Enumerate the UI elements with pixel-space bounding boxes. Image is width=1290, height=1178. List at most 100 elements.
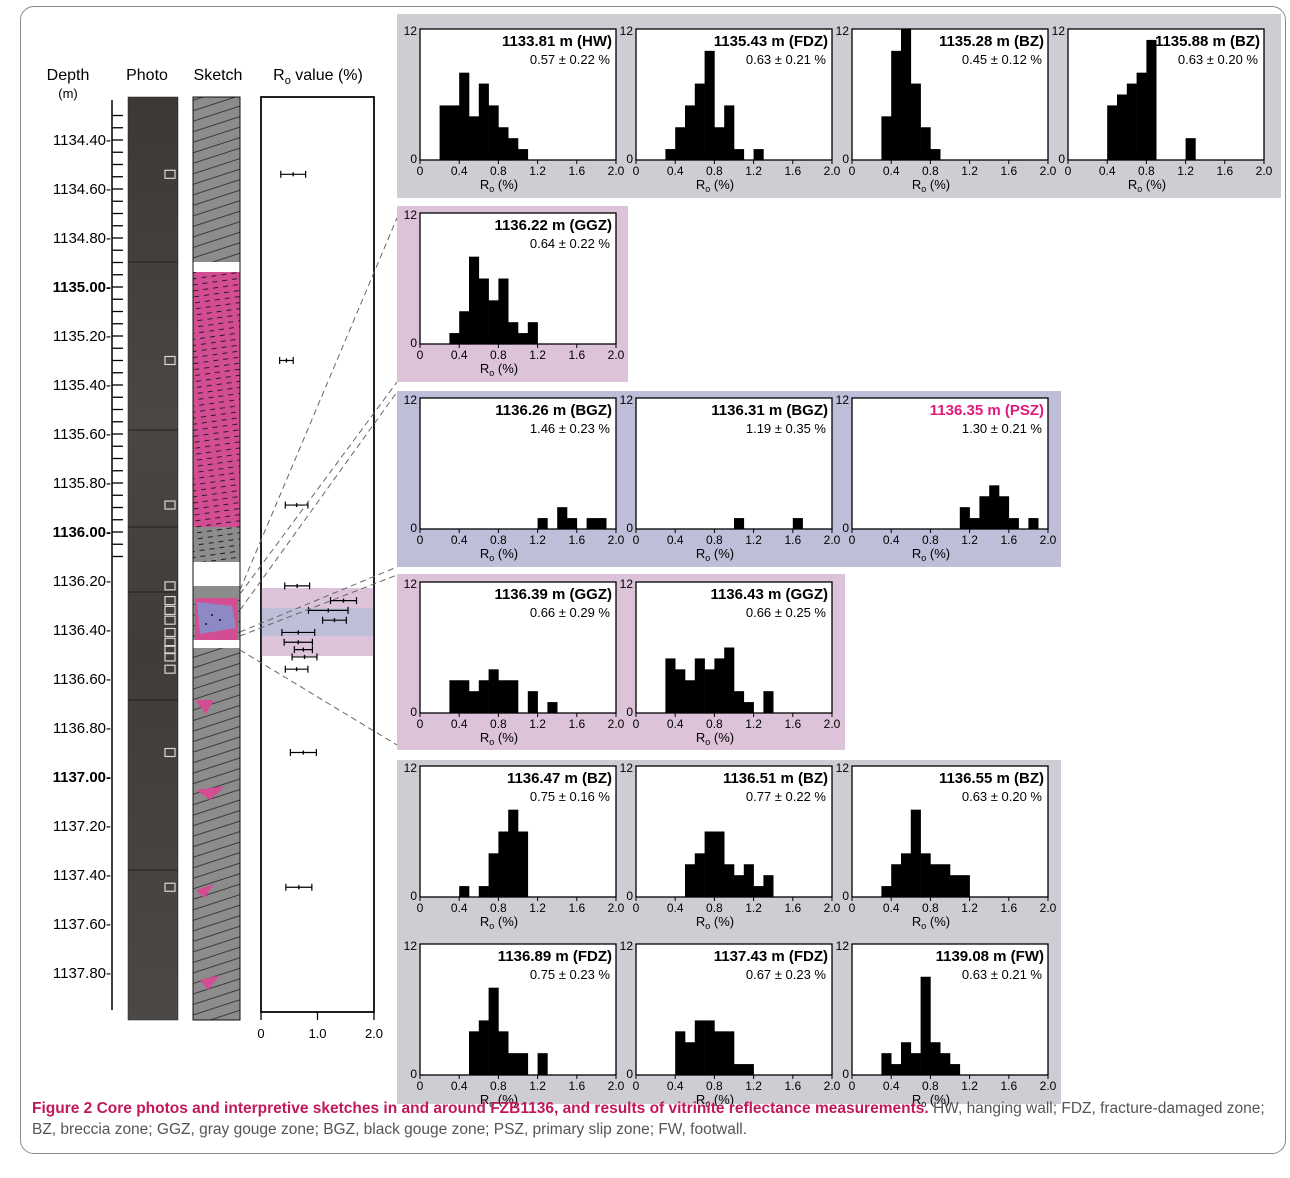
x-tick-label: 2.0 <box>824 1079 841 1093</box>
histogram-bar <box>891 50 902 161</box>
x-tick-label: 0.8 <box>490 901 507 915</box>
x-tick-label: 1.6 <box>784 901 801 915</box>
histogram-stat: 0.66 ± 0.25 % <box>746 605 827 620</box>
depth-label: 1134.40- <box>53 132 111 149</box>
ro-error-bar <box>291 653 318 661</box>
caption-body: HW, hanging wall; FDZ, fracture-damaged … <box>32 1100 1265 1138</box>
histogram-title: 1136.31 m (BGZ) <box>711 402 828 419</box>
depth-label: 1136.20- <box>53 573 111 590</box>
histogram-bar <box>508 680 519 713</box>
x-tick-label: 1.2 <box>529 533 546 547</box>
histogram-bar <box>891 864 902 897</box>
histogram-bar <box>1136 72 1147 160</box>
histogram-bar <box>469 116 480 160</box>
y-tick-label: 12 <box>836 761 850 775</box>
x-tick-label: 0 <box>849 164 856 178</box>
x-tick-label: 0.8 <box>490 717 507 731</box>
ro-error-bar <box>283 638 314 646</box>
x-axis-label: Ro (%) <box>912 914 950 931</box>
x-tick-label: 0.4 <box>883 1079 900 1093</box>
connector-bgz-top <box>239 391 398 611</box>
x-tick-label: 0.8 <box>1138 164 1155 178</box>
ro-band-pink-lower <box>261 636 374 656</box>
ro-profile-plot: 0 1.0 2.0 <box>257 96 383 1041</box>
ro-error-bar <box>329 597 358 605</box>
histogram-bar <box>508 1053 519 1075</box>
x-tick-label: 0.8 <box>922 1079 939 1093</box>
y-tick-label: 0 <box>410 521 417 535</box>
histogram-bar <box>959 875 970 897</box>
histogram-bar <box>901 853 912 897</box>
histogram-bar <box>478 1020 489 1075</box>
histogram-bar <box>665 149 676 160</box>
histogram-bar <box>508 138 519 160</box>
histogram-9: 0 0.4 0.8 1.2 1.6 2.0 12 0 Ro (%) 1136.43 m (GGZ)… <box>620 577 841 747</box>
histogram-stat: 1.19 ± 0.35 % <box>746 421 827 436</box>
sample-marker <box>164 664 176 674</box>
histogram-bar <box>685 864 696 897</box>
x-tick-label: 0 <box>417 717 424 731</box>
x-tick-label: 1.2 <box>745 164 762 178</box>
depth-label: 1137.00- <box>53 769 111 786</box>
histogram-title: 1136.55 m (BZ) <box>939 770 1044 787</box>
x-tick-label: 1.6 <box>1000 1079 1017 1093</box>
x-tick-label: 0.8 <box>490 533 507 547</box>
histogram-bar <box>478 886 489 897</box>
sample-marker <box>164 627 176 638</box>
x-axis-label: Ro (%) <box>696 546 734 563</box>
histogram-bar <box>478 680 489 713</box>
x-tick-label: 0.4 <box>883 901 900 915</box>
y-tick-label: 0 <box>842 521 849 535</box>
y-tick-label: 12 <box>620 761 634 775</box>
y-tick-label: 0 <box>626 1067 633 1081</box>
histogram-bar <box>724 105 735 160</box>
sample-marker <box>164 595 176 606</box>
histogram-bar <box>547 702 558 713</box>
histogram-0: 0 0.4 0.8 1.2 1.6 2.0 12 0 Ro (%) 1133.81 m (HW) 0… <box>404 24 625 194</box>
depth-label: 1137.60- <box>53 916 111 933</box>
connector-ggz1-bottom <box>239 381 398 595</box>
y-tick-label: 12 <box>404 24 418 38</box>
x-tick-label: 1.2 <box>529 348 546 362</box>
y-tick-label: 0 <box>842 1067 849 1081</box>
histogram-bar <box>469 256 480 344</box>
histogram-bar <box>665 658 676 713</box>
x-axis-label: Ro (%) <box>480 914 518 931</box>
x-axis-label: Ro (%) <box>912 177 950 194</box>
x-tick-label: 0 <box>417 164 424 178</box>
histogram-bar <box>930 864 941 897</box>
histograms: 0 0.4 0.8 1.2 1.6 2.0 12 0 Ro (%) 1133.81 m (HW) 0… <box>404 24 1273 1109</box>
x-axis-label: Ro (%) <box>696 730 734 747</box>
histogram-bar <box>508 322 519 344</box>
histogram-title: 1136.89 m (FDZ) <box>498 948 612 965</box>
histogram-bar <box>930 1042 941 1075</box>
x-tick-label: 1.2 <box>961 1079 978 1093</box>
connector-bgz-bottom <box>239 566 398 633</box>
histogram-bar <box>901 29 912 160</box>
x-tick-label: 0.8 <box>706 901 723 915</box>
y-tick-label: 12 <box>620 939 634 953</box>
histogram-bar <box>920 853 931 897</box>
ro-axis-ticks: 0 1.0 2.0 <box>257 1012 383 1041</box>
connector-lines <box>239 217 398 746</box>
x-tick-label: 1.2 <box>1177 164 1194 178</box>
y-tick-label: 0 <box>626 521 633 535</box>
histogram-bar <box>518 831 529 897</box>
x-tick-label: 1.6 <box>1000 164 1017 178</box>
x-axis-label: Ro (%) <box>912 1092 950 1109</box>
histogram-plot-area <box>851 397 1049 530</box>
y-tick-label: 0 <box>626 705 633 719</box>
x-tick-label: 0.4 <box>451 717 468 731</box>
ro-band-blue <box>261 608 374 636</box>
histogram-title: 1136.39 m (GGZ) <box>494 586 612 603</box>
histogram-bar <box>901 1042 912 1075</box>
histogram-bar <box>694 658 705 713</box>
histogram-stat: 0.63 ± 0.20 % <box>1178 52 1259 67</box>
y-tick-label: 12 <box>404 939 418 953</box>
histogram-bar <box>714 658 725 713</box>
ro-error-bar <box>279 357 294 364</box>
histogram-stat: 0.75 ± 0.16 % <box>530 789 611 804</box>
histogram-bar <box>508 809 519 897</box>
ro-tick-label: 0 <box>257 1026 264 1041</box>
depth-label: 1136.40- <box>53 622 111 639</box>
